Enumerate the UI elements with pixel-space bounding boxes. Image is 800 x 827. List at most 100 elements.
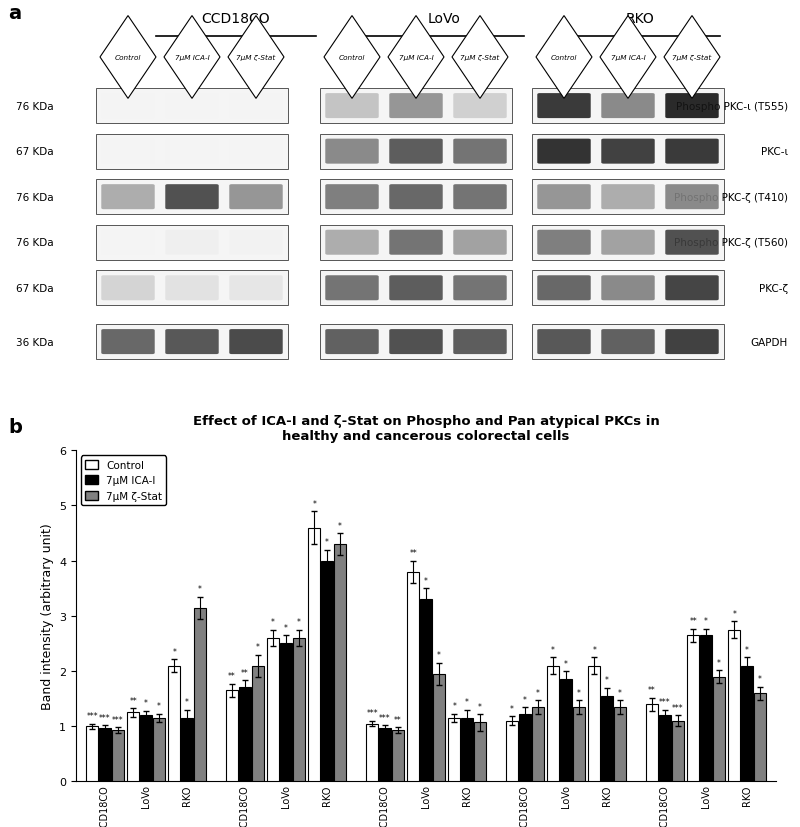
Text: *: * bbox=[478, 702, 482, 711]
FancyBboxPatch shape bbox=[102, 94, 154, 119]
FancyBboxPatch shape bbox=[230, 276, 282, 301]
FancyBboxPatch shape bbox=[538, 140, 590, 165]
FancyBboxPatch shape bbox=[602, 276, 654, 301]
FancyBboxPatch shape bbox=[326, 185, 378, 210]
Bar bbox=[322, 561, 333, 782]
Bar bbox=[392, 730, 403, 782]
FancyBboxPatch shape bbox=[454, 231, 506, 256]
FancyBboxPatch shape bbox=[454, 276, 506, 301]
Bar bbox=[474, 723, 486, 782]
FancyBboxPatch shape bbox=[320, 226, 512, 261]
Text: ***: *** bbox=[112, 715, 123, 724]
Text: ***: *** bbox=[672, 703, 683, 712]
FancyBboxPatch shape bbox=[602, 231, 654, 256]
Text: *: * bbox=[452, 701, 456, 710]
FancyBboxPatch shape bbox=[666, 276, 718, 301]
Text: *: * bbox=[271, 618, 275, 627]
FancyBboxPatch shape bbox=[326, 276, 378, 301]
Bar bbox=[366, 724, 378, 782]
Text: 76 KDa: 76 KDa bbox=[16, 193, 54, 203]
Bar bbox=[99, 728, 110, 782]
Bar bbox=[420, 600, 432, 782]
FancyBboxPatch shape bbox=[96, 180, 288, 215]
Bar bbox=[112, 730, 123, 782]
Text: Control: Control bbox=[551, 55, 577, 61]
Bar bbox=[140, 715, 152, 782]
FancyBboxPatch shape bbox=[666, 94, 718, 119]
FancyBboxPatch shape bbox=[532, 226, 724, 261]
Bar bbox=[280, 643, 292, 782]
FancyBboxPatch shape bbox=[102, 276, 154, 301]
Bar bbox=[742, 666, 753, 782]
Text: *: * bbox=[185, 697, 189, 706]
FancyBboxPatch shape bbox=[320, 135, 512, 170]
Bar bbox=[672, 721, 683, 782]
Text: 36 KDa: 36 KDa bbox=[16, 337, 54, 347]
FancyBboxPatch shape bbox=[532, 180, 724, 215]
Text: **: ** bbox=[241, 667, 249, 676]
Text: 67 KDa: 67 KDa bbox=[16, 147, 54, 157]
FancyBboxPatch shape bbox=[96, 226, 288, 261]
Text: 7μM ICA-I: 7μM ICA-I bbox=[398, 55, 434, 61]
Bar bbox=[293, 638, 305, 782]
Text: 67 KDa: 67 KDa bbox=[16, 284, 54, 294]
Text: *: * bbox=[564, 659, 568, 668]
FancyBboxPatch shape bbox=[538, 330, 590, 355]
Bar bbox=[127, 713, 139, 782]
FancyBboxPatch shape bbox=[102, 231, 154, 256]
Text: *: * bbox=[144, 699, 148, 708]
Text: b: b bbox=[8, 418, 22, 437]
Text: *: * bbox=[256, 643, 260, 652]
Text: 7μM ICA-I: 7μM ICA-I bbox=[610, 55, 646, 61]
Text: *: * bbox=[297, 618, 301, 627]
Polygon shape bbox=[452, 17, 508, 99]
FancyBboxPatch shape bbox=[96, 89, 288, 124]
FancyBboxPatch shape bbox=[390, 185, 442, 210]
FancyBboxPatch shape bbox=[666, 185, 718, 210]
FancyBboxPatch shape bbox=[538, 231, 590, 256]
Bar bbox=[729, 630, 740, 782]
Bar bbox=[239, 686, 250, 782]
FancyBboxPatch shape bbox=[454, 185, 506, 210]
Bar bbox=[532, 707, 543, 782]
Text: *: * bbox=[284, 623, 288, 632]
Text: 7μM ζ-Stat: 7μM ζ-Stat bbox=[672, 55, 712, 61]
FancyBboxPatch shape bbox=[538, 185, 590, 210]
Text: CCD18CO: CCD18CO bbox=[202, 12, 270, 26]
FancyBboxPatch shape bbox=[390, 140, 442, 165]
Text: *: * bbox=[424, 576, 428, 586]
FancyBboxPatch shape bbox=[102, 185, 154, 210]
FancyBboxPatch shape bbox=[320, 180, 512, 215]
Text: **: ** bbox=[690, 616, 697, 625]
Bar bbox=[547, 666, 559, 782]
FancyBboxPatch shape bbox=[454, 94, 506, 119]
Bar bbox=[519, 715, 530, 782]
Bar bbox=[433, 674, 445, 782]
FancyBboxPatch shape bbox=[454, 330, 506, 355]
Text: Phospho PKC-ζ (T560): Phospho PKC-ζ (T560) bbox=[674, 238, 788, 248]
Text: *: * bbox=[605, 676, 609, 685]
Text: 7μM ICA-I: 7μM ICA-I bbox=[174, 55, 210, 61]
FancyBboxPatch shape bbox=[102, 140, 154, 165]
FancyBboxPatch shape bbox=[666, 231, 718, 256]
FancyBboxPatch shape bbox=[532, 89, 724, 124]
Text: **: ** bbox=[228, 672, 236, 681]
Text: 76 KDa: 76 KDa bbox=[16, 238, 54, 248]
Polygon shape bbox=[536, 17, 592, 99]
Text: *: * bbox=[198, 585, 202, 594]
FancyBboxPatch shape bbox=[532, 324, 724, 360]
FancyBboxPatch shape bbox=[538, 276, 590, 301]
Text: 76 KDa: 76 KDa bbox=[16, 102, 54, 112]
Text: *: * bbox=[704, 616, 708, 625]
Bar bbox=[226, 691, 238, 782]
FancyBboxPatch shape bbox=[326, 140, 378, 165]
FancyBboxPatch shape bbox=[230, 140, 282, 165]
Bar bbox=[506, 721, 518, 782]
Bar bbox=[153, 718, 165, 782]
FancyBboxPatch shape bbox=[602, 330, 654, 355]
Text: *: * bbox=[157, 701, 161, 710]
Text: **: ** bbox=[130, 696, 137, 705]
Polygon shape bbox=[388, 17, 444, 99]
FancyBboxPatch shape bbox=[390, 231, 442, 256]
Polygon shape bbox=[164, 17, 220, 99]
